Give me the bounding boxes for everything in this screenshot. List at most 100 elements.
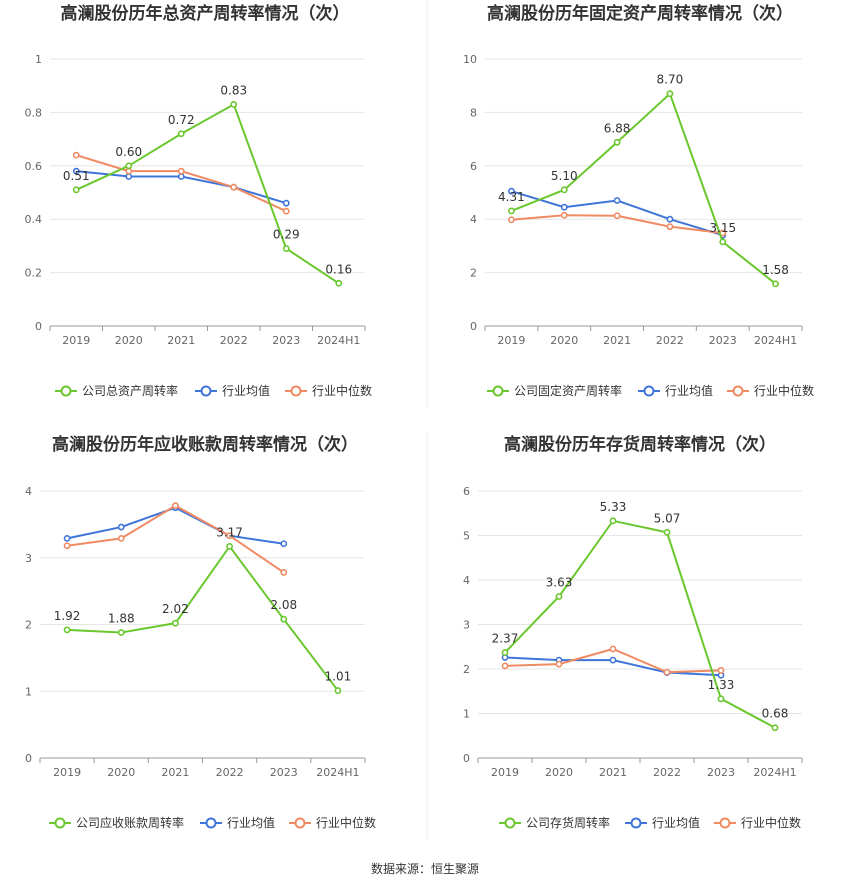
- industry-avg-series-point: [609, 656, 617, 664]
- legend-label: 行业中位数: [312, 383, 372, 398]
- legend-swatch-marker: [205, 817, 217, 829]
- y-tick-label: 0: [463, 752, 470, 765]
- x-tick-label: 2020: [107, 766, 135, 779]
- company-series-line: [75, 102, 340, 285]
- industry-avg-series-point: [72, 167, 80, 175]
- legend-item-industry-median-series[interactable]: 行业中位数: [714, 815, 801, 830]
- legend-label: 公司总资产周转率: [82, 383, 178, 398]
- industry-median-series-point: [560, 211, 568, 219]
- y-tick-label: 2: [463, 663, 470, 676]
- x-tick-label: 2019: [497, 334, 525, 347]
- legend-item-company-series[interactable]: 公司总资产周转率: [55, 383, 178, 398]
- legend-item-industry-median-series[interactable]: 行业中位数: [285, 383, 372, 398]
- y-tick-label: 1: [463, 708, 470, 721]
- industry-median-series-point: [282, 207, 290, 215]
- data-label: 0.51: [63, 169, 90, 183]
- legend-item-company-series[interactable]: 公司固定资产周转率: [487, 383, 622, 398]
- industry-median-series-point: [666, 223, 674, 231]
- data-label: 3.17: [216, 525, 243, 539]
- y-tick-label: 5: [463, 530, 470, 543]
- company-series-point: [172, 619, 179, 627]
- x-tick-label: 2020: [550, 334, 578, 347]
- data-label: 1.01: [325, 670, 352, 684]
- y-tick-label: 0: [35, 320, 42, 333]
- company-series-point: [666, 90, 674, 98]
- data-label: 1.92: [54, 609, 81, 623]
- data-label: 0.68: [762, 707, 789, 721]
- data-label: 1.33: [708, 678, 735, 692]
- y-tick-label: 3: [463, 619, 470, 632]
- x-tick-label: 2021: [599, 766, 627, 779]
- data-label: 2.02: [162, 602, 189, 616]
- chart-title: 高澜股份历年固定资产周转率情况（次）: [487, 3, 793, 24]
- industry-avg-series-point: [125, 173, 133, 180]
- legend-item-industry-avg-series[interactable]: 行业均值: [195, 383, 270, 398]
- industry-avg-series-point: [280, 540, 288, 548]
- y-tick-label: 4: [470, 213, 477, 226]
- data-label: 3.15: [709, 221, 736, 235]
- company-series-point: [230, 100, 238, 108]
- company-series-point: [717, 695, 725, 703]
- data-label: 6.88: [604, 121, 631, 135]
- legend-label: 公司应收账款周转率: [76, 815, 184, 830]
- data-label: 0.83: [220, 83, 247, 97]
- company-series-point: [560, 186, 568, 194]
- x-tick-label: 2024H1: [316, 766, 359, 779]
- legend-item-industry-avg-series[interactable]: 行业均值: [638, 383, 713, 398]
- legend-item-industry-avg-series[interactable]: 行业均值: [200, 815, 275, 830]
- industry-median-series-point: [230, 183, 238, 191]
- industry-avg-series-point: [177, 173, 185, 180]
- y-tick-label: 8: [470, 106, 477, 119]
- data-label: 1.88: [108, 612, 135, 626]
- company-series-point: [772, 280, 779, 288]
- legend-label: 行业均值: [665, 383, 713, 398]
- x-tick-label: 2022: [656, 334, 684, 347]
- company-series-point: [63, 626, 71, 634]
- legend-item-company-series[interactable]: 公司应收账款周转率: [49, 815, 184, 830]
- industry-median-series-point: [555, 660, 563, 668]
- data-label: 2.37: [492, 632, 519, 646]
- industry-avg-series-point: [282, 199, 290, 207]
- legend-label: 行业中位数: [741, 815, 801, 830]
- industry-median-series-point: [63, 542, 71, 550]
- legend-swatch-marker: [719, 817, 731, 829]
- industry-median-series-point: [609, 645, 617, 653]
- legend-swatch-marker: [200, 385, 212, 397]
- company-series-point: [117, 629, 125, 636]
- industry-median-series-point: [125, 167, 133, 175]
- data-label: 5.10: [551, 169, 578, 183]
- x-tick-label: 2021: [161, 766, 189, 779]
- company-series-point: [555, 593, 563, 600]
- y-tick-label: 1: [25, 685, 32, 698]
- legend-label: 行业均值: [222, 383, 270, 398]
- data-label: 8.70: [657, 73, 684, 87]
- x-tick-label: 2024H1: [753, 766, 796, 779]
- y-tick-label: 3: [25, 552, 32, 565]
- company-series-point: [719, 238, 727, 246]
- y-tick-label: 0.8: [25, 106, 43, 119]
- data-label: 4.31: [498, 190, 525, 204]
- industry-median-series-point: [72, 151, 80, 159]
- legend-swatch-marker: [504, 817, 516, 829]
- legend-item-industry-median-series[interactable]: 行业中位数: [727, 383, 814, 398]
- y-tick-label: 0.4: [25, 213, 43, 226]
- chart-title: 高澜股份历年存货周转率情况（次）: [504, 434, 776, 455]
- legend-item-company-series[interactable]: 公司存货周转率: [499, 815, 610, 830]
- data-source-footer: 数据来源：恒生聚源: [370, 862, 479, 876]
- industry-median-series-point: [508, 216, 515, 224]
- company-series-line: [67, 544, 339, 692]
- legend-label: 公司固定资产周转率: [514, 383, 622, 398]
- legend-item-industry-avg-series[interactable]: 行业均值: [625, 815, 700, 830]
- legend-label: 行业中位数: [316, 815, 376, 830]
- industry-avg-series-point: [508, 187, 515, 195]
- industry-avg-series-point: [63, 534, 71, 542]
- data-label: 0.16: [325, 262, 352, 276]
- chart-panel-3: 高澜股份历年应收账款周转率情况（次） 0 1 2 3 4 2019 2020 2021 2022 2…: [25, 434, 376, 830]
- x-tick-label: 2021: [603, 334, 631, 347]
- x-tick-label: 2022: [220, 334, 248, 347]
- industry-avg-series-point: [560, 203, 568, 211]
- legend-item-industry-median-series[interactable]: 行业中位数: [289, 815, 376, 830]
- industry-avg-series-line: [66, 506, 284, 545]
- x-tick-label: 2022: [216, 766, 244, 779]
- company-series-point: [282, 245, 290, 252]
